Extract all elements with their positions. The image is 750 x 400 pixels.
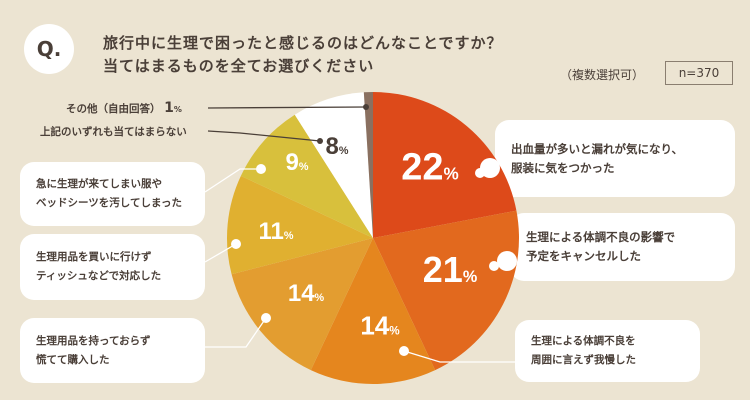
connector-line-3	[205, 317, 267, 348]
callout-text: 生理用品を持っておらず	[36, 334, 151, 347]
connector-dot-1	[489, 261, 499, 271]
callout-endure: 生理による体調不良を 周囲に言えず我慢した	[515, 320, 700, 382]
connector-dot-6	[317, 138, 323, 144]
pie-pct-label-3: 14%	[287, 280, 325, 307]
label-other: その他（自由回答） 1%	[66, 100, 182, 116]
connector-dot-7	[363, 104, 369, 110]
title-line-1: 旅行中に生理で困ったと感じるのはどんなことですか？	[103, 34, 503, 52]
pie-pct-label-1: 21%	[422, 249, 478, 290]
callout-text: 生理用品を買いに行けず	[36, 251, 152, 263]
label-none: 上記のいずれも当てはまらない	[40, 126, 187, 138]
pie-pct-label-0: 22%	[401, 146, 459, 189]
connector-dot-3	[261, 313, 271, 323]
pie-slice-4	[227, 175, 373, 275]
connector-dot-2	[399, 346, 409, 356]
question-badge: Q.	[24, 24, 74, 74]
q-label: Q.	[36, 37, 62, 61]
pie-pct-label-5: 9%	[285, 149, 309, 176]
callout-tissue: 生理用品を買いに行けず ティッシュなどで対応した	[20, 234, 205, 300]
label-other-text: その他（自由回答）	[66, 103, 161, 115]
pie-slice-0	[373, 92, 517, 238]
pie-slice-6	[294, 92, 373, 238]
callout-text: ティッシュなどで対応した	[36, 270, 162, 282]
callout-text: ベッドシーツを汚してしまった	[36, 197, 183, 209]
page-title: 旅行中に生理で困ったと感じるのはどんなことですか？ 当てはまるものを全てお選びくだ…	[103, 32, 503, 78]
pie-slice-3	[231, 238, 373, 371]
callout-text: 生理による体調不良の影響で	[526, 230, 676, 244]
connector-line-5	[204, 168, 261, 193]
pie-pct-label-2: 14%	[360, 310, 400, 341]
sample-size: n=370	[665, 61, 733, 85]
callout-bump-1	[497, 251, 517, 271]
callout-bleeding: 出血量が多いと漏れが気になり、 服装に気をつかった	[495, 120, 735, 197]
callout-text: 服装に気をつかった	[511, 160, 615, 175]
pie-slice-5	[240, 114, 373, 238]
callout-purchase: 生理用品を持っておらず 慌てて購入した	[20, 318, 205, 383]
multiple-choice-note: （複数選択可）	[560, 68, 645, 82]
pie-pct-label-4: 11%	[258, 218, 294, 245]
connector-line-7	[207, 106, 367, 109]
title-line-2: 当てはまるものを全てお選びください	[103, 57, 375, 75]
callout-stain: 急に生理が来てしまい服やベッドシーツを汚してしまった	[20, 162, 205, 226]
connector-line-4	[204, 243, 237, 263]
callout-text: 予定をキャンセルした	[526, 249, 641, 263]
callout-text: 生理による体調不良を	[531, 335, 636, 347]
pie-slice-7	[363, 92, 373, 238]
connector-line-6	[207, 130, 321, 142]
callout-bump-0	[480, 158, 500, 178]
callout-text: 慌てて購入した	[36, 353, 110, 366]
callout-cancel: 生理による体調不良の影響で 予定をキャンセルした	[510, 213, 735, 281]
pct-sign: %	[173, 105, 182, 114]
callout-text: 急に生理が来てしまい服や	[36, 178, 162, 190]
pie-slice-1	[373, 210, 519, 371]
callout-text: 出血量が多いと漏れが気になり、	[511, 141, 684, 156]
connector-dot-4	[231, 239, 241, 249]
connector-dot-5	[256, 164, 266, 174]
label-other-pct: 1	[164, 100, 174, 116]
pie-pct-label-6: 8%	[325, 133, 349, 160]
connector-line-2	[403, 350, 520, 363]
callout-text: 周囲に言えず我慢した	[531, 354, 636, 366]
